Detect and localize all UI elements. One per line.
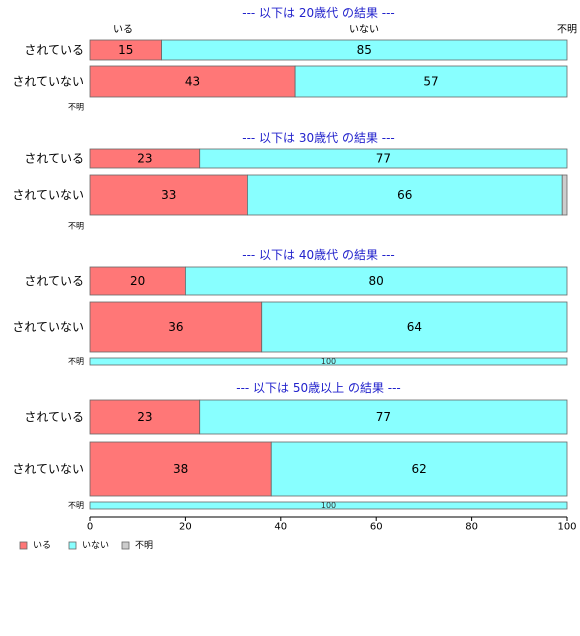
x-tick-label-1: 20 bbox=[179, 522, 192, 533]
row-label-1-1: されていない bbox=[12, 188, 84, 202]
x-tick-label-2: 40 bbox=[274, 522, 287, 533]
data-label-1-0-0: 23 bbox=[137, 152, 152, 166]
top-label-0: いる bbox=[113, 24, 133, 36]
legend-swatch-1 bbox=[68, 541, 77, 550]
data-label-3-1-0: 38 bbox=[173, 462, 188, 476]
bar-segment-1-1-0 bbox=[89, 174, 248, 216]
bar-segment-1-1-1 bbox=[247, 174, 563, 216]
data-label-0-1-0: 43 bbox=[185, 75, 200, 89]
data-label-2-0-1: 80 bbox=[369, 274, 384, 288]
bar-segment-3-2-1 bbox=[89, 501, 568, 510]
row-label-0-2: 不明 bbox=[68, 103, 84, 112]
data-label-3-0-0: 23 bbox=[137, 410, 152, 424]
data-label-3-1-1: 62 bbox=[411, 462, 426, 476]
data-label-1-1-0: 33 bbox=[161, 188, 176, 202]
data-label-0-0-0: 15 bbox=[118, 43, 133, 57]
data-label-1-0-1: 77 bbox=[376, 152, 391, 166]
panel-title-1: --- 以下は 30歳代 の結果 --- bbox=[242, 131, 395, 145]
bar-segment-3-1-1 bbox=[270, 441, 568, 497]
data-label-2-1-0: 36 bbox=[168, 320, 183, 334]
row-label-2-1: されていない bbox=[12, 320, 84, 334]
data-label-2-2-1: 100 bbox=[321, 357, 336, 366]
legend-label-0: いる bbox=[33, 540, 51, 551]
bar-segment-0-1-1 bbox=[294, 65, 568, 98]
panel-title-2: --- 以下は 40歳代 の結果 --- bbox=[242, 248, 395, 262]
bar-segment-3-1-0 bbox=[89, 441, 272, 497]
bar-segment-1-0-1 bbox=[199, 148, 568, 169]
data-label-3-2-1: 100 bbox=[321, 501, 336, 510]
bar-segment-2-1-0 bbox=[89, 301, 263, 353]
row-label-1-2: 不明 bbox=[68, 222, 84, 231]
bar-segment-0-1-0 bbox=[89, 65, 296, 98]
bar-segment-1-1-2 bbox=[561, 174, 568, 216]
data-label-2-1-1: 64 bbox=[407, 320, 422, 334]
row-label-0-1: されていない bbox=[12, 75, 84, 89]
x-tick-label-5: 100 bbox=[557, 522, 576, 533]
row-label-3-1: されていない bbox=[12, 462, 84, 476]
x-tick-label-4: 80 bbox=[465, 522, 478, 533]
row-label-3-0: されている bbox=[24, 410, 84, 424]
panel-title-0: --- 以下は 20歳代 の結果 --- bbox=[242, 6, 395, 20]
row-label-1-0: されている bbox=[24, 152, 84, 166]
bar-segment-2-0-1 bbox=[184, 266, 568, 296]
bar-segment-2-0-0 bbox=[89, 266, 186, 296]
bar-segment-2-2-1 bbox=[89, 357, 568, 366]
bar-segment-3-0-0 bbox=[89, 399, 201, 435]
row-label-3-2: 不明 bbox=[68, 501, 84, 510]
panel-title-3: --- 以下は 50歳以上 の結果 --- bbox=[236, 381, 401, 395]
data-label-0-1-1: 57 bbox=[423, 75, 438, 89]
legend-label-2: 不明 bbox=[135, 540, 153, 551]
row-label-0-0: されている bbox=[24, 43, 84, 57]
data-label-3-0-1: 77 bbox=[376, 410, 391, 424]
legend-swatch-0 bbox=[19, 541, 28, 550]
data-label-2-0-0: 20 bbox=[130, 274, 145, 288]
bar-segment-0-0-1 bbox=[161, 39, 568, 61]
x-tick-label-3: 60 bbox=[370, 522, 383, 533]
bar-segment-3-0-1 bbox=[199, 399, 568, 435]
data-label-0-0-1: 85 bbox=[357, 43, 372, 57]
row-label-2-0: されている bbox=[24, 274, 84, 288]
x-tick-label-0: 0 bbox=[87, 522, 93, 533]
top-label-1: いない bbox=[349, 24, 379, 36]
bar-segment-2-1-1 bbox=[261, 301, 568, 353]
top-label-2: 不明 bbox=[557, 24, 577, 36]
legend-swatch-2 bbox=[121, 541, 130, 550]
data-label-1-1-1: 66 bbox=[397, 188, 412, 202]
row-label-2-2: 不明 bbox=[68, 357, 84, 366]
legend-label-1: いない bbox=[82, 540, 109, 551]
